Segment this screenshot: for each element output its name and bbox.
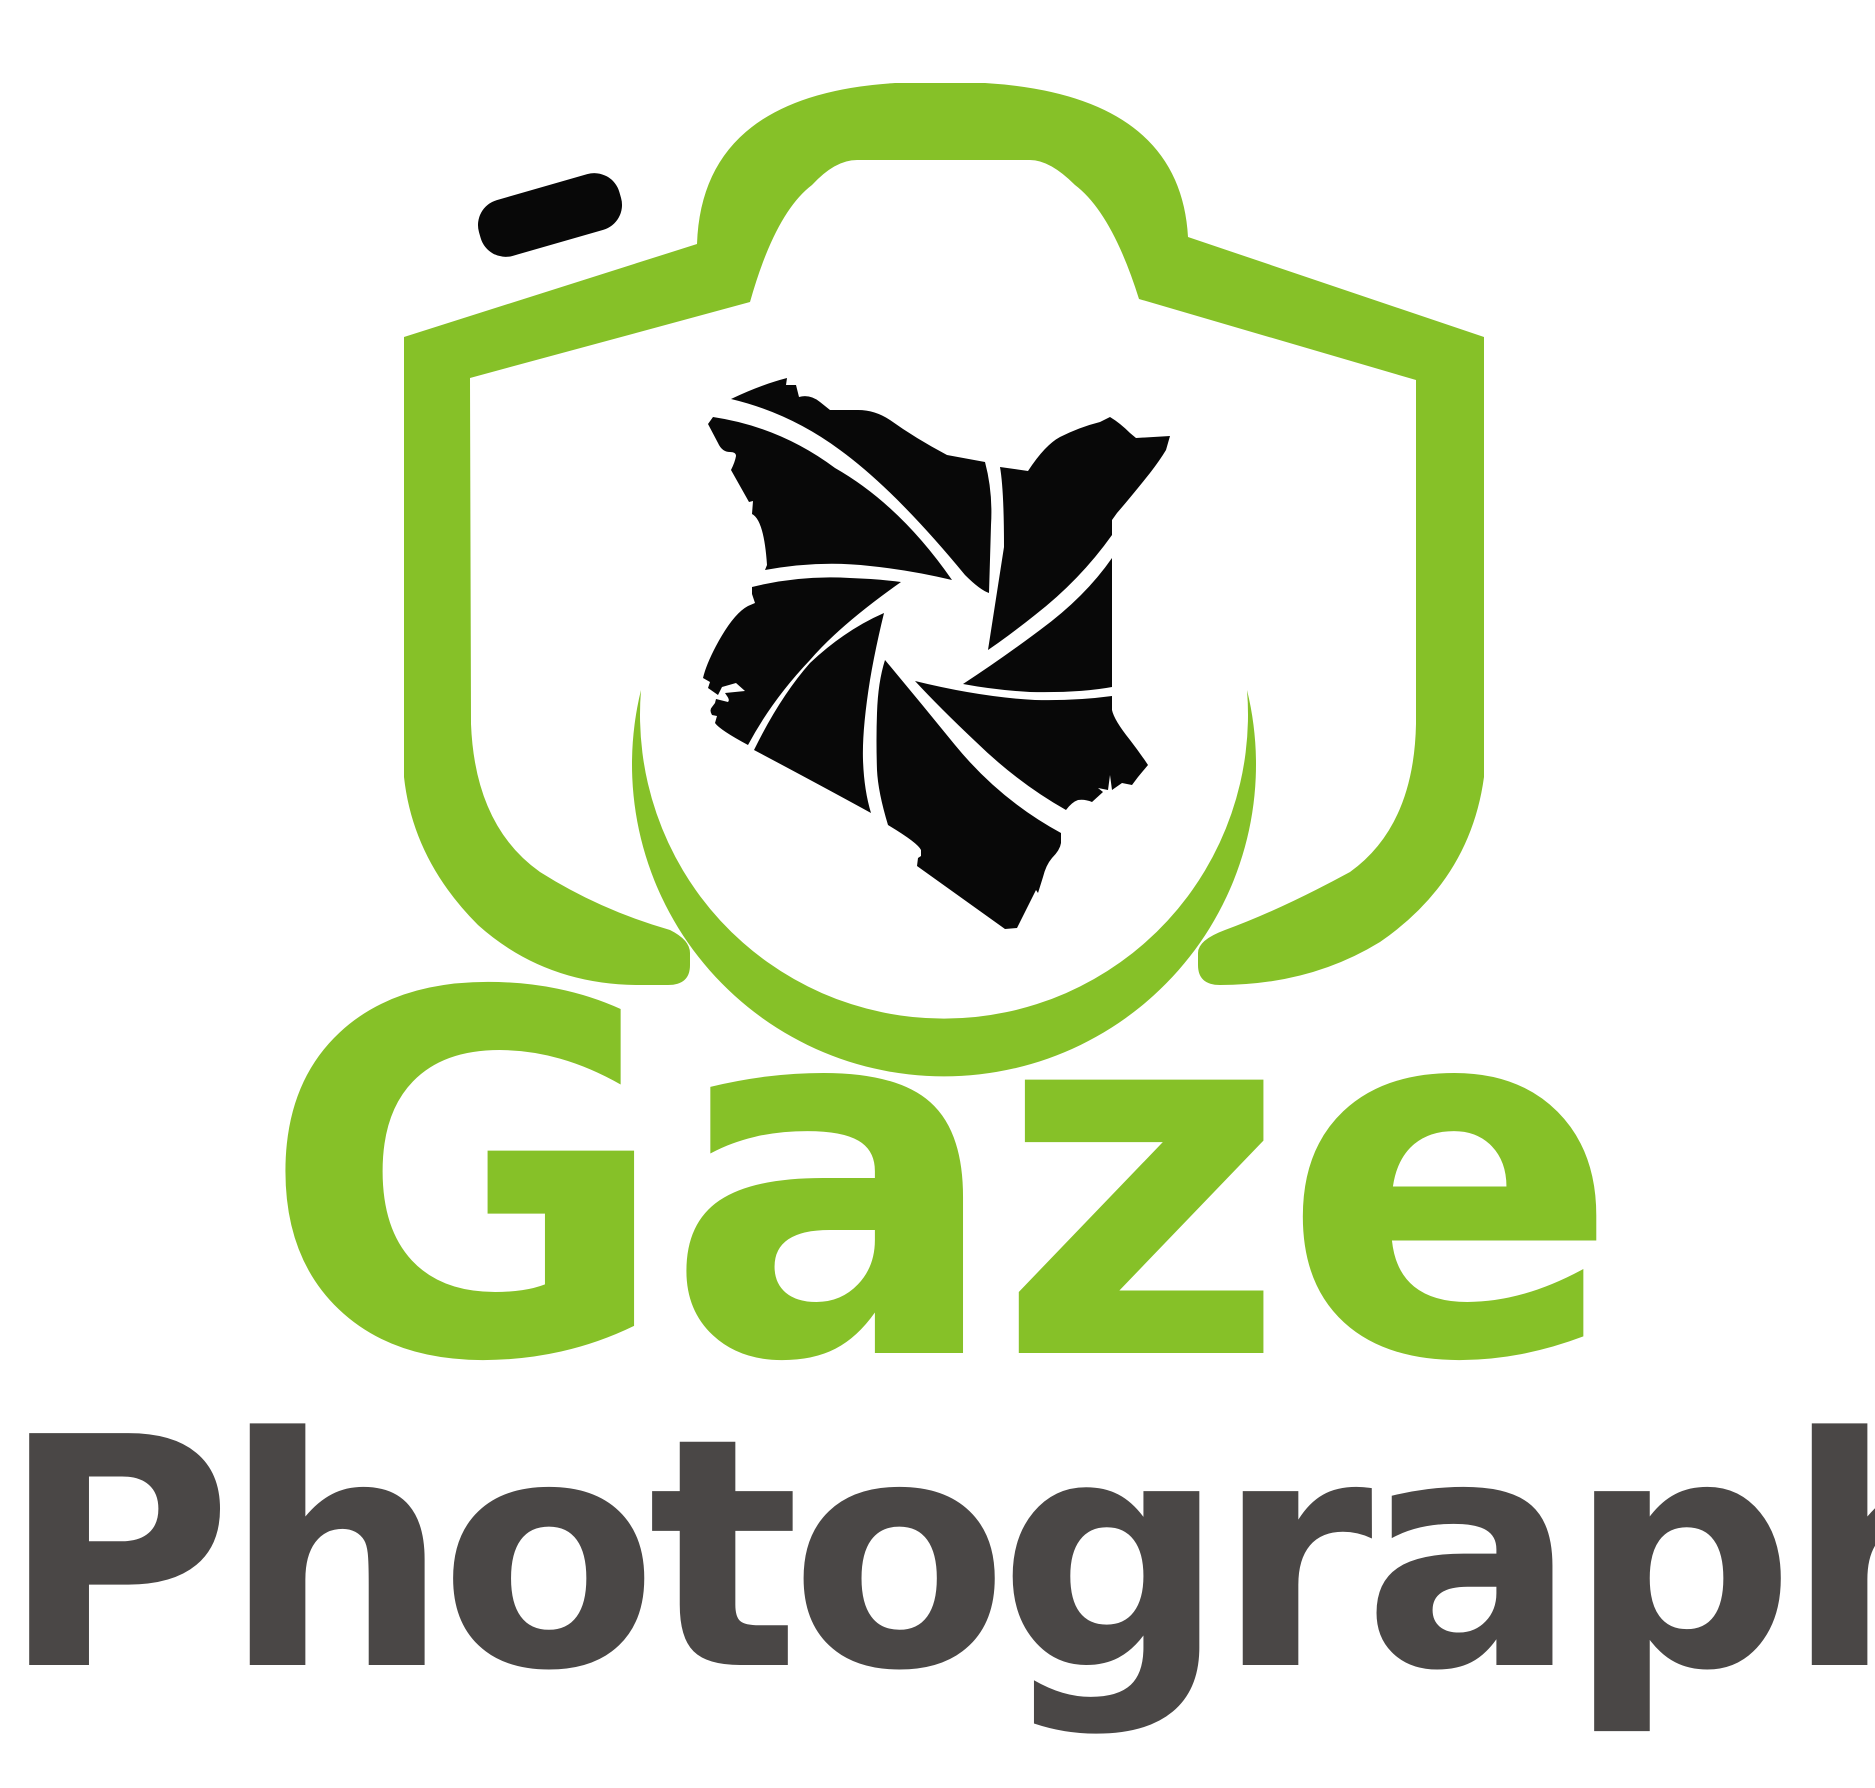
aperture-kenya-icon	[703, 378, 1170, 929]
brand-tagline: Photography	[0, 1370, 1875, 1740]
aperture-blade	[703, 577, 901, 745]
brand-name: Gaze	[260, 889, 1621, 1471]
aperture-blade	[731, 378, 992, 593]
lens-ring	[631, 690, 1256, 1077]
aperture-blade	[708, 417, 952, 580]
aperture-blade	[754, 613, 884, 813]
aperture-blade	[963, 558, 1112, 693]
aperture-blade	[876, 660, 1061, 929]
camera-body-outline	[404, 83, 1484, 985]
aperture-blade	[988, 417, 1170, 650]
aperture-blade	[915, 681, 1148, 810]
shutter-button	[477, 173, 623, 257]
